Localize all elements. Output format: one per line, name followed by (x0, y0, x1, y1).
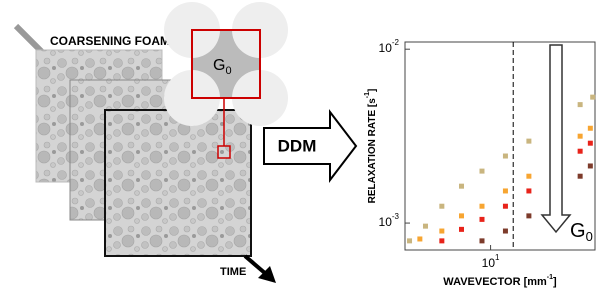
point (590, 95, 595, 100)
foam-label: COARSENING FOAM (50, 34, 170, 48)
label-end: ] (553, 276, 557, 288)
label-text: RELAXATION RATE [s (367, 98, 378, 204)
annotation-sub: 0 (586, 229, 593, 244)
point (439, 229, 444, 234)
point (526, 139, 531, 144)
point (479, 204, 484, 209)
point (503, 229, 508, 234)
point (479, 217, 484, 222)
label-text: WAVEVECTOR [mm (443, 276, 547, 288)
point (439, 238, 444, 243)
point (526, 213, 531, 218)
point (479, 238, 484, 243)
x-axis-label: WAVEVECTOR [mm-1] (443, 274, 557, 288)
point (423, 224, 428, 229)
point (407, 238, 412, 243)
y-tick-label: 10-2 (379, 38, 400, 55)
tick-base: 10 (379, 41, 393, 55)
tick-base: 10 (482, 256, 496, 270)
point (417, 236, 422, 241)
tick-exponent: 1 (495, 253, 500, 262)
pen-line (16, 26, 42, 52)
point (459, 227, 464, 232)
tick-exponent: -2 (392, 38, 400, 47)
point (588, 141, 593, 146)
foam-frame-front (105, 110, 251, 256)
point (578, 102, 583, 107)
point (588, 163, 593, 168)
point (578, 134, 583, 139)
point (588, 126, 593, 131)
ddm-label: DDM (278, 136, 317, 155)
point (459, 184, 464, 189)
point (459, 213, 464, 218)
trend-arrow (542, 45, 570, 232)
point (526, 188, 531, 193)
point (503, 188, 508, 193)
label-end: ] (367, 89, 378, 92)
figure: COARSENING FOAM G0 TIME DDM 10-310-2101G… (0, 0, 605, 290)
tick-exponent: -3 (392, 212, 400, 221)
annotation: G0 (570, 220, 593, 244)
point (526, 174, 531, 179)
point (439, 204, 444, 209)
y-axis-label: RELAXATION RATE [s-1] (364, 89, 378, 204)
point (503, 154, 508, 159)
time-arrow (245, 256, 266, 274)
inset: G0 (164, 2, 288, 126)
point (479, 169, 484, 174)
y-tick-label: 10-3 (379, 212, 400, 229)
point (503, 204, 508, 209)
x-tick-label: 101 (482, 253, 500, 270)
point (578, 149, 583, 154)
annotation-base: G (570, 220, 586, 242)
point (578, 174, 583, 179)
tick-base: 10 (379, 215, 393, 229)
time-label: TIME (220, 266, 246, 278)
